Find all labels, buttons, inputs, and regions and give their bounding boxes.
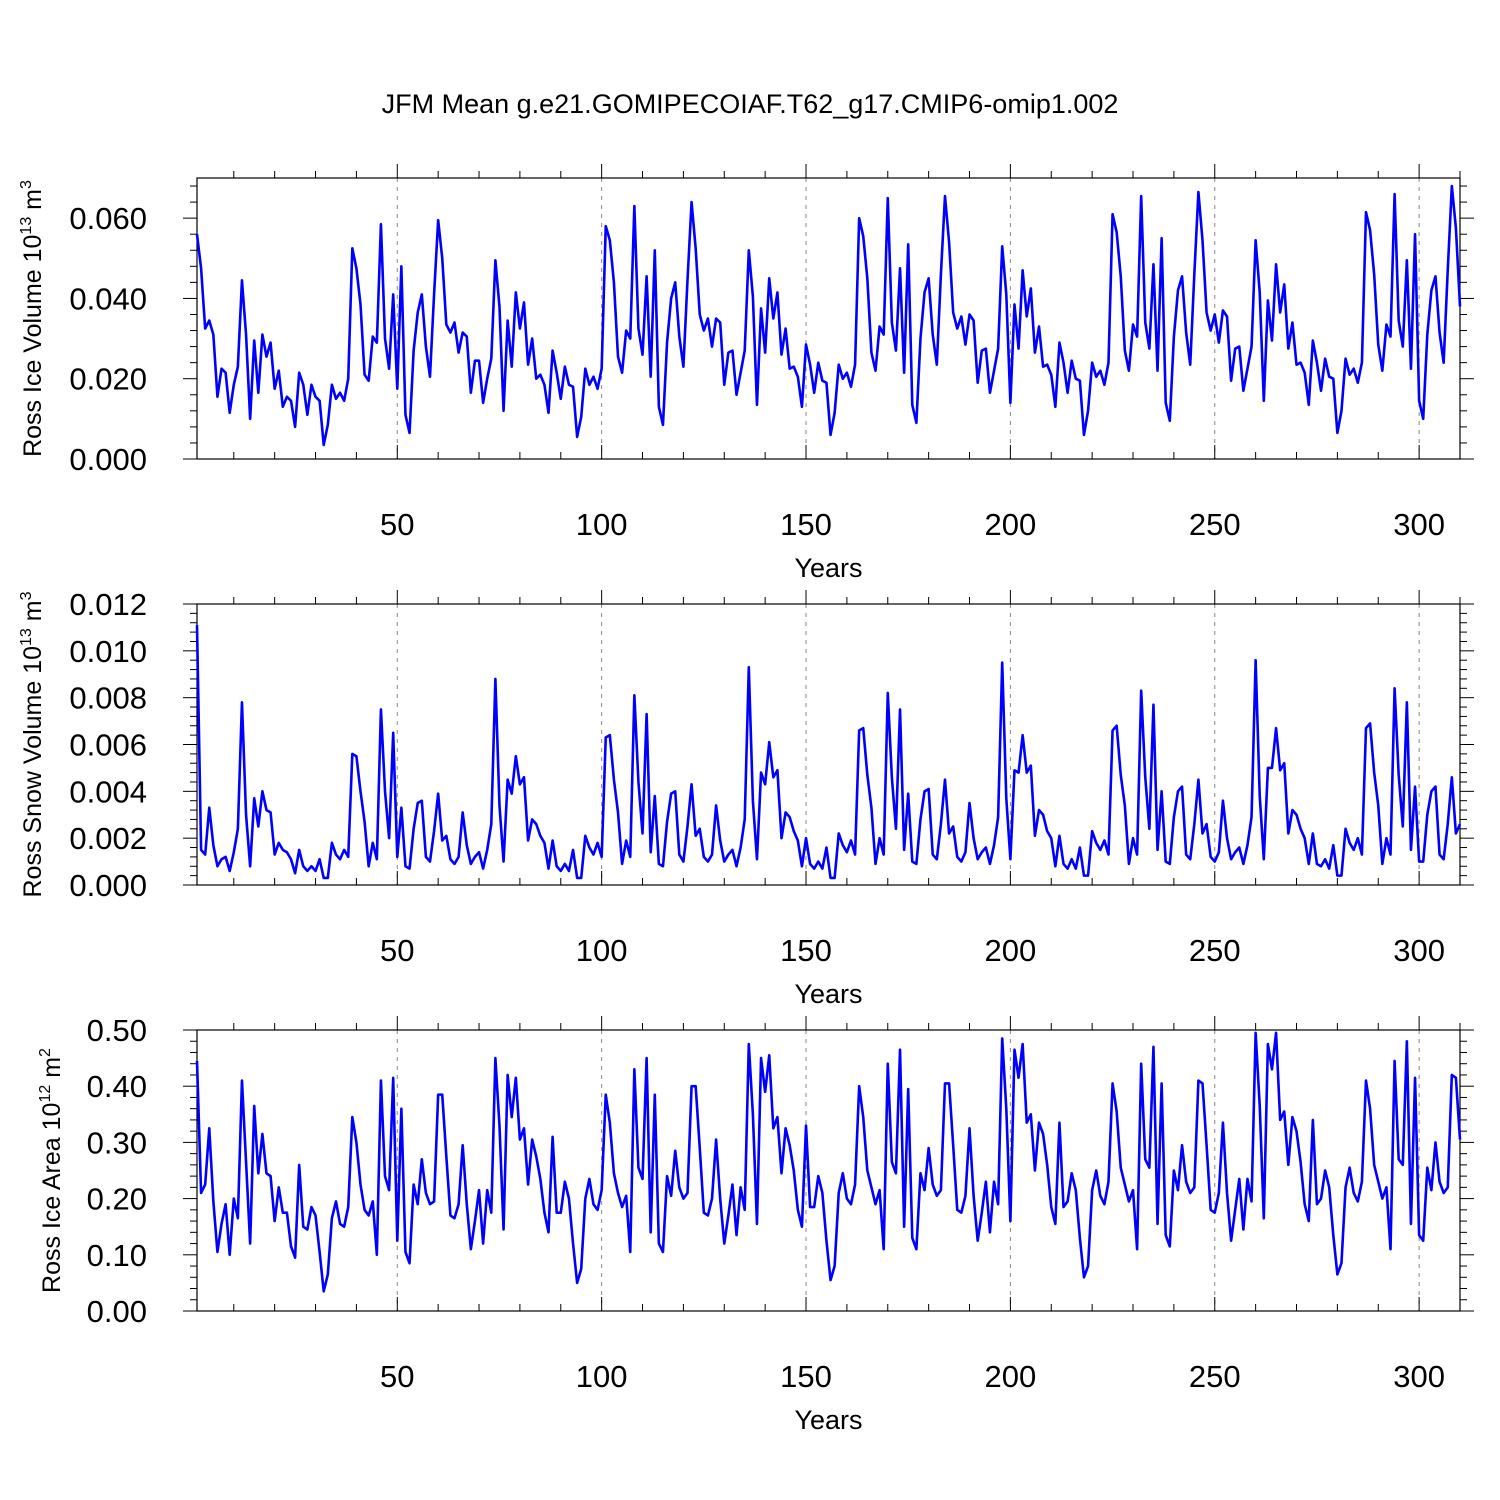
series-line [195,184,1462,447]
y-axis-label-prefix: Ross Ice Area 10 [38,1103,66,1293]
y-tick-label: 0.004 [69,774,147,809]
x-axis-label: Years [794,979,862,1009]
y-tick-label: 0.002 [69,821,147,856]
y-axis-label: Ross Ice Volume 1013 m3 [18,180,47,457]
x-tick-label: 50 [380,507,414,542]
y-axis-label-exponent: 13 [18,217,35,235]
y-axis-label-unit: m [19,189,47,217]
series-line [195,625,1462,880]
x-tick-label: 250 [1189,507,1241,542]
x-tick-label: 200 [985,1359,1037,1394]
y-axis-label-exponent: 12 [37,1085,54,1103]
x-axis-label: Years [794,553,862,583]
y-tick-label: 0.006 [69,728,147,763]
x-tick-label: 150 [780,933,832,968]
x-tick-label: 250 [1189,933,1241,968]
y-tick-label: 0.012 [69,587,147,622]
y-tick-label: 0.008 [69,681,147,716]
y-tick-label: 0.020 [69,362,147,397]
x-tick-label: 50 [380,933,414,968]
plot-frame [196,603,1461,886]
x-tick-label: 300 [1393,507,1445,542]
y-tick-label: 0.40 [87,1069,147,1104]
chart-snow-volume: 50 100 150 200 250 300 Years 0.000 0.002 0.004 0.0… [18,587,1474,1009]
x-tick-label: 50 [380,1359,414,1394]
y-axis-label-unit: m [19,600,47,628]
y-tick-label: 0.20 [87,1182,147,1217]
y-tick-label: 0.000 [69,868,147,903]
y-axis-label-prefix: Ross Ice Volume 10 [19,235,47,457]
y-tick-label: 0.060 [69,201,147,236]
y-axis-label-exponent: 13 [18,628,35,646]
plot-frame [196,1029,1461,1312]
y-tick-label: 0.040 [69,281,147,316]
plot-frame [196,177,1461,460]
y-axis-label-unit-exponent: 3 [18,591,35,600]
y-axis-label-prefix: Ross Snow Volume 10 [19,646,47,898]
x-tick-label: 300 [1393,1359,1445,1394]
y-tick-label: 0.30 [87,1125,147,1160]
chart-ice-area: 50 100 150 200 250 300 Years 0.00 0.10 0.20 0.30 0.… [37,1013,1474,1435]
series-line [195,1031,1462,1293]
y-axis-label-unit: m [38,1057,66,1085]
y-axis-label-unit-exponent: 3 [18,180,35,189]
x-tick-label: 100 [576,933,628,968]
chart-ice-volume: 50 100 150 200 250 300 Years 0.000 0.020 0.040 0.0… [18,164,1474,583]
x-tick-label: 250 [1189,1359,1241,1394]
y-tick-label: 0.00 [87,1294,147,1329]
y-tick-label: 0.10 [87,1238,147,1273]
x-tick-label: 100 [576,507,628,542]
y-tick-label: 0.010 [69,634,147,669]
x-tick-label: 150 [780,507,832,542]
x-tick-label: 150 [780,1359,832,1394]
x-axis-label: Years [794,1405,862,1435]
x-tick-label: 100 [576,1359,628,1394]
panels-container: 50 100 150 200 250 300Years0.0000.0200.0400.0… [18,164,1474,1435]
y-axis-label: Ross Ice Area 1012 m2 [37,1048,66,1293]
x-tick-label: 200 [985,933,1037,968]
x-tick-label: 300 [1393,933,1445,968]
x-tick-label: 200 [985,507,1037,542]
y-axis-label-unit-exponent: 2 [37,1048,54,1057]
figure-title: JFM Mean g.e21.GOMIPECOIAF.T62_g17.CMIP6… [382,89,1119,119]
y-axis-label: Ross Snow Volume 1013 m3 [18,591,47,897]
y-tick-label: 0.000 [69,442,147,477]
y-tick-label: 0.50 [87,1013,147,1048]
